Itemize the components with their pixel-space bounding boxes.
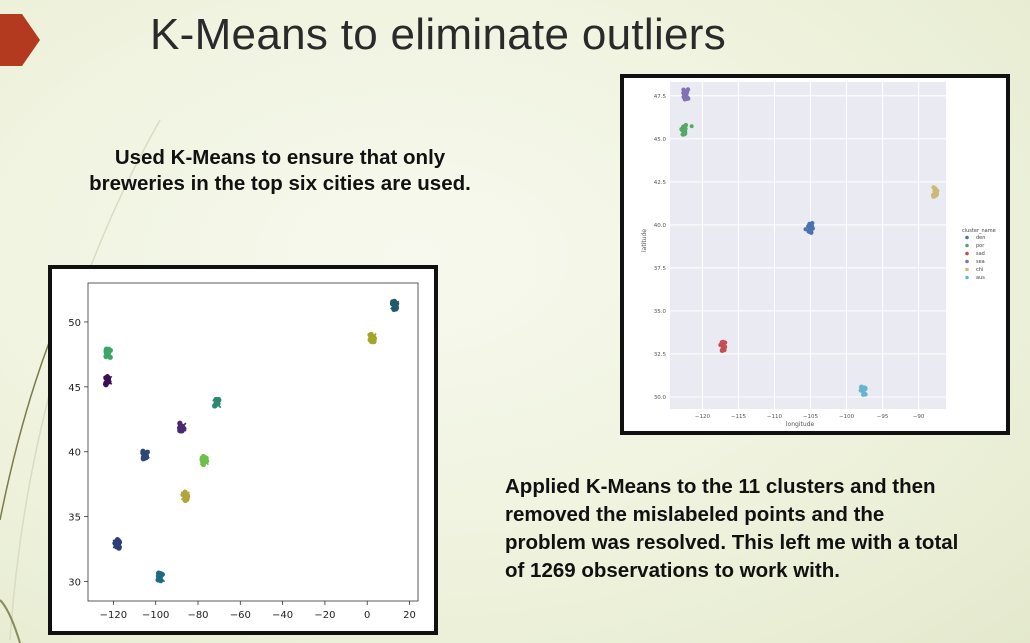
data-point xyxy=(721,340,726,345)
centroid-marker xyxy=(390,300,400,310)
data-point xyxy=(682,130,687,135)
centroid-marker xyxy=(112,539,122,549)
y-tick-label: 37.5 xyxy=(654,266,667,272)
y-tick-label: 47.5 xyxy=(654,94,667,100)
y-tick-label: 30 xyxy=(68,578,81,589)
x-tick-label: −95 xyxy=(877,414,889,420)
centroid-stroke xyxy=(140,449,150,459)
data-point xyxy=(933,188,939,193)
centroid-stroke xyxy=(390,300,400,310)
x-tick-label: −80 xyxy=(187,610,208,621)
centroid-stroke xyxy=(177,422,187,432)
y-tick-label: 30.0 xyxy=(654,395,667,401)
x-tick-label: −40 xyxy=(272,610,293,621)
legend-label: aus xyxy=(976,275,985,281)
legend-label: den xyxy=(976,235,985,241)
legend-title: cluster_name xyxy=(962,228,996,234)
y-axis-label: latitude xyxy=(641,229,648,252)
x-tick-label: 0 xyxy=(364,610,370,621)
cluster-scatter-frame: −120 −115 −110 −105 −100 −95 −90 30.0 32.5 35.0 37… xyxy=(620,74,1010,435)
legend-label: chi xyxy=(976,267,983,273)
data-point xyxy=(182,497,188,503)
y-tick-label: 40.0 xyxy=(654,223,667,229)
x-tick-label: −100 xyxy=(142,610,169,621)
centroid-stroke xyxy=(212,399,222,409)
y-tick-label: 50 xyxy=(68,318,81,329)
legend-marker xyxy=(965,267,969,272)
centroid-marker xyxy=(367,332,377,343)
centroid-stroke xyxy=(199,456,209,466)
x-tick-label: −120 xyxy=(100,610,127,621)
legend-label: por xyxy=(976,243,985,249)
data-point xyxy=(689,124,694,129)
data-point xyxy=(681,91,687,97)
legend-marker xyxy=(965,259,969,264)
centroid-stroke xyxy=(367,332,377,343)
data-point xyxy=(930,192,936,198)
x-tick-label: −100 xyxy=(839,414,855,420)
y-tick-label: 35 xyxy=(68,513,81,524)
x-tick-label: −110 xyxy=(767,414,783,420)
y-tick-label: 42.5 xyxy=(654,180,667,186)
legend-label: sea xyxy=(976,259,985,265)
centroid-stroke xyxy=(155,573,166,583)
centroid-stroke xyxy=(103,375,113,385)
centroid-stroke xyxy=(112,539,122,549)
legend-marker xyxy=(965,251,969,256)
cluster-scatter-chart: −120 −115 −110 −105 −100 −95 −90 30.0 32.5 35.0 37… xyxy=(641,82,996,428)
title-arrow-icon xyxy=(0,14,40,66)
centroid-marker xyxy=(199,456,209,466)
intro-text: Used K-Means to ensure that only breweri… xyxy=(60,145,500,197)
data-point xyxy=(862,385,867,390)
data-point xyxy=(683,122,689,128)
x-tick-label: −20 xyxy=(314,610,335,621)
centroid-marker xyxy=(180,491,190,501)
x-tick-label: −105 xyxy=(803,414,819,420)
centroid-marker xyxy=(103,348,113,358)
centroid-marker xyxy=(177,422,187,432)
x-tick-label: −90 xyxy=(913,414,925,420)
y-tick-label: 32.5 xyxy=(654,352,667,358)
data-point xyxy=(803,227,808,232)
legend-marker xyxy=(965,243,969,248)
data-point xyxy=(809,224,814,230)
x-axis-label: longitude xyxy=(786,421,815,428)
result-line: problem was resolved. This left me with … xyxy=(505,531,959,554)
intro-line: breweries in the top six cities are used… xyxy=(89,172,471,195)
data-point xyxy=(720,347,725,352)
slide-title: K-Means to eliminate outliers xyxy=(150,10,727,59)
centroid-stroke xyxy=(180,491,190,501)
legend-label: sad xyxy=(976,251,985,257)
plot-area xyxy=(670,82,946,409)
data-point xyxy=(684,96,689,101)
y-tick-label: 45 xyxy=(68,383,81,394)
legend-marker xyxy=(965,235,969,240)
result-line: of 1269 observations to work with. xyxy=(505,559,840,582)
legend-marker xyxy=(965,275,969,280)
centroid-marker xyxy=(212,399,222,409)
centroid-marker xyxy=(103,375,113,385)
data-point xyxy=(858,388,863,393)
result-text: Applied K-Means to the 11 clusters and t… xyxy=(505,473,1025,585)
x-tick-label: −115 xyxy=(731,414,747,420)
data-point xyxy=(810,221,815,226)
y-tick-label: 45.0 xyxy=(654,137,667,143)
y-tick-label: 35.0 xyxy=(654,309,667,315)
intro-line: Used K-Means to ensure that only xyxy=(114,146,446,169)
result-line: removed the mislabeled points and the xyxy=(505,503,885,526)
y-tick-label: 40 xyxy=(68,448,81,459)
x-tick-label: −60 xyxy=(230,610,251,621)
x-tick-label: 20 xyxy=(403,610,416,621)
centroid-stroke xyxy=(103,348,113,358)
plot-area xyxy=(87,282,419,602)
centroid-marker xyxy=(155,573,166,583)
data-point xyxy=(863,392,868,397)
kmeans-scatter-chart: −120 −100 −80 −60 −40 −20 0 20 30 35 40 45 50 xyxy=(68,282,419,621)
x-tick-label: −120 xyxy=(695,414,711,420)
centroid-marker xyxy=(140,449,150,459)
result-line: Applied K-Means to the 11 clusters and t… xyxy=(505,475,936,498)
kmeans-scatter-frame: −120 −100 −80 −60 −40 −20 0 20 30 35 40 45 50 xyxy=(48,265,438,635)
